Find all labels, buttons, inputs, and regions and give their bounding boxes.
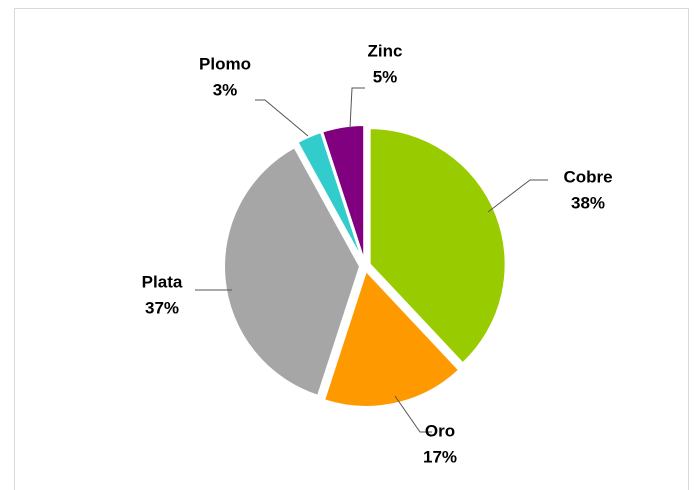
slice-label: Zinc bbox=[368, 41, 403, 60]
slice-label: Plomo bbox=[199, 54, 251, 73]
pie-slice bbox=[320, 124, 366, 262]
slice-value-label: 5% bbox=[373, 67, 398, 86]
pie-slice bbox=[322, 268, 461, 408]
pie-slice bbox=[223, 145, 362, 398]
pie-slice bbox=[296, 130, 364, 262]
leader-line bbox=[487, 179, 548, 213]
leader-line bbox=[394, 395, 432, 433]
slice-value-label: 38% bbox=[571, 193, 605, 212]
slice-value-label: 17% bbox=[423, 447, 457, 466]
pie-slice bbox=[368, 127, 507, 365]
slice-value-label: 3% bbox=[213, 80, 238, 99]
slice-label: Plata bbox=[142, 272, 183, 291]
leader-line bbox=[255, 99, 309, 137]
slice-label: Oro bbox=[425, 421, 455, 440]
slice-label: Cobre bbox=[563, 167, 612, 186]
slice-value-label: 37% bbox=[145, 298, 179, 317]
leader-line bbox=[349, 87, 365, 129]
